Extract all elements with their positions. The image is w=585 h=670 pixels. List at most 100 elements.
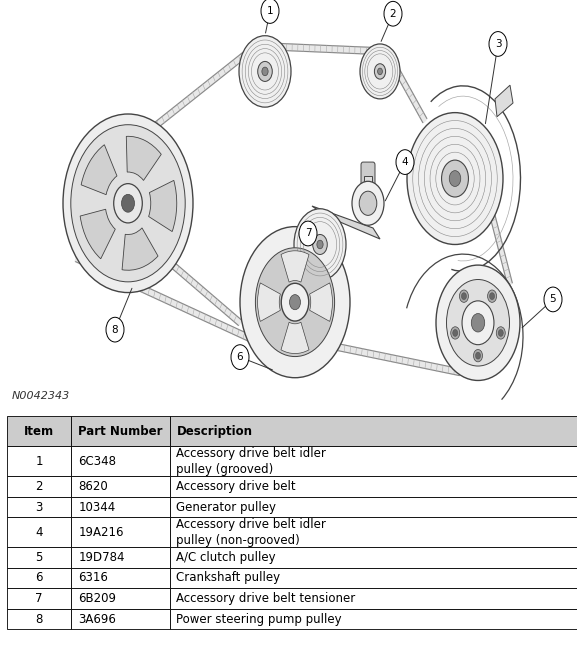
Circle shape <box>407 113 503 245</box>
FancyBboxPatch shape <box>170 416 577 446</box>
Circle shape <box>239 36 291 107</box>
Circle shape <box>63 114 193 293</box>
Circle shape <box>472 314 485 332</box>
Text: Power steering pump pulley: Power steering pump pulley <box>177 612 342 626</box>
Circle shape <box>453 330 457 336</box>
FancyBboxPatch shape <box>170 588 577 609</box>
Circle shape <box>459 290 469 302</box>
Text: 4: 4 <box>36 526 43 539</box>
Circle shape <box>450 327 460 339</box>
FancyBboxPatch shape <box>71 446 170 476</box>
FancyBboxPatch shape <box>7 416 71 446</box>
FancyBboxPatch shape <box>71 517 170 547</box>
Circle shape <box>377 68 383 75</box>
Text: 8620: 8620 <box>78 480 108 493</box>
Polygon shape <box>312 206 380 239</box>
Circle shape <box>106 318 124 342</box>
Circle shape <box>396 149 414 174</box>
FancyBboxPatch shape <box>170 547 577 567</box>
Polygon shape <box>75 255 256 344</box>
FancyBboxPatch shape <box>7 567 71 588</box>
Circle shape <box>294 209 346 280</box>
Circle shape <box>374 64 386 79</box>
FancyBboxPatch shape <box>7 476 71 496</box>
Text: Part Number: Part Number <box>78 425 163 438</box>
Circle shape <box>299 221 317 246</box>
Circle shape <box>313 234 327 255</box>
FancyBboxPatch shape <box>170 476 577 496</box>
Circle shape <box>281 283 309 321</box>
FancyBboxPatch shape <box>71 588 170 609</box>
FancyBboxPatch shape <box>71 416 170 446</box>
Wedge shape <box>257 283 280 322</box>
Wedge shape <box>149 180 177 232</box>
Text: 1: 1 <box>267 6 273 16</box>
FancyBboxPatch shape <box>170 567 577 588</box>
FancyBboxPatch shape <box>71 496 170 517</box>
Circle shape <box>384 1 402 26</box>
Circle shape <box>113 184 142 223</box>
Circle shape <box>462 301 494 344</box>
Text: Accessory drive belt idler
pulley (grooved): Accessory drive belt idler pulley (groov… <box>177 447 326 476</box>
Text: Accessory drive belt tensioner: Accessory drive belt tensioner <box>177 592 356 605</box>
Text: 8: 8 <box>36 612 43 626</box>
Circle shape <box>436 265 520 381</box>
Wedge shape <box>126 136 161 180</box>
FancyBboxPatch shape <box>364 176 372 190</box>
Polygon shape <box>488 205 512 285</box>
Wedge shape <box>281 322 309 354</box>
Wedge shape <box>309 283 332 322</box>
Polygon shape <box>152 44 256 131</box>
Circle shape <box>487 290 497 302</box>
Text: Generator pulley: Generator pulley <box>177 500 277 513</box>
Text: 5: 5 <box>550 294 556 304</box>
FancyBboxPatch shape <box>71 567 170 588</box>
Circle shape <box>544 287 562 312</box>
FancyBboxPatch shape <box>170 609 577 629</box>
Circle shape <box>473 350 483 362</box>
FancyBboxPatch shape <box>7 588 71 609</box>
FancyBboxPatch shape <box>71 609 170 629</box>
FancyBboxPatch shape <box>7 446 71 476</box>
Text: 19D784: 19D784 <box>78 551 125 563</box>
Text: 6316: 6316 <box>78 572 108 584</box>
Text: A/C clutch pulley: A/C clutch pulley <box>177 551 276 563</box>
Text: 8: 8 <box>112 325 118 334</box>
Circle shape <box>462 293 466 299</box>
Text: 5: 5 <box>36 551 43 563</box>
Circle shape <box>256 248 335 356</box>
Circle shape <box>446 279 510 366</box>
Text: 10344: 10344 <box>78 500 116 513</box>
Circle shape <box>476 352 480 359</box>
FancyBboxPatch shape <box>361 162 375 198</box>
Polygon shape <box>495 85 513 117</box>
Circle shape <box>496 327 505 339</box>
Text: 3: 3 <box>495 39 501 49</box>
Text: Crankshaft pulley: Crankshaft pulley <box>177 572 281 584</box>
Text: 6: 6 <box>36 572 43 584</box>
Wedge shape <box>281 251 309 282</box>
FancyBboxPatch shape <box>71 476 170 496</box>
FancyBboxPatch shape <box>7 609 71 629</box>
Text: 6C348: 6C348 <box>78 455 116 468</box>
Circle shape <box>262 67 268 76</box>
Circle shape <box>240 226 350 378</box>
Circle shape <box>290 295 301 310</box>
Circle shape <box>122 194 135 212</box>
Circle shape <box>317 241 323 249</box>
Text: 7: 7 <box>305 228 311 239</box>
Circle shape <box>359 191 377 215</box>
FancyBboxPatch shape <box>7 496 71 517</box>
Text: 4: 4 <box>402 157 408 167</box>
Wedge shape <box>80 209 115 259</box>
Text: 1: 1 <box>36 455 43 468</box>
Circle shape <box>498 330 503 336</box>
Circle shape <box>489 31 507 56</box>
Circle shape <box>442 160 469 197</box>
Text: 7: 7 <box>36 592 43 605</box>
Circle shape <box>449 171 461 186</box>
Polygon shape <box>333 343 460 376</box>
Circle shape <box>231 345 249 369</box>
Text: 6: 6 <box>237 352 243 362</box>
Text: Item: Item <box>24 425 54 438</box>
